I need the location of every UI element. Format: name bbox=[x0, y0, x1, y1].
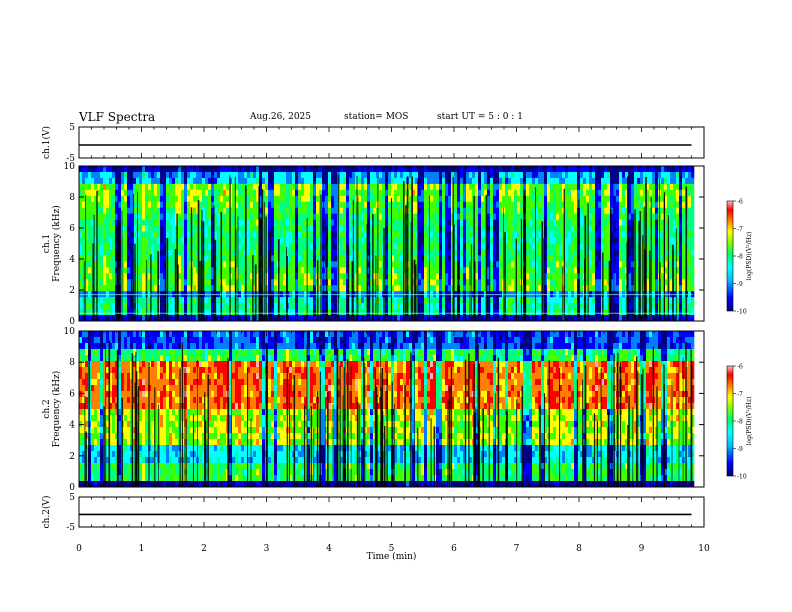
spectrogram-image-1 bbox=[79, 166, 695, 322]
colorbar-tick: -6 bbox=[737, 199, 743, 206]
xtick-label: 5 bbox=[389, 544, 395, 554]
ytick-label: 0 bbox=[69, 483, 75, 493]
ytick-label: 4 bbox=[69, 255, 75, 265]
ytick-label: 8 bbox=[69, 358, 75, 368]
spectrogram-image-2 bbox=[79, 331, 695, 488]
ylabel-ch2-spectrogram: ch.2 bbox=[42, 399, 52, 418]
colorbar-ch2-spectrogram bbox=[726, 365, 734, 477]
start-time-label: start UT = 5 : 0 : 1 bbox=[437, 112, 523, 122]
ylabel-ch2-waveform: ch.2(V) bbox=[41, 496, 52, 529]
colorbar-tick: -8 bbox=[737, 254, 743, 261]
xtick-label: 7 bbox=[514, 544, 520, 554]
colorbar-label: log(PSD)(V²/Hz) bbox=[746, 232, 753, 281]
chart-title: VLF Spectra bbox=[79, 110, 156, 124]
ytick-label: 10 bbox=[64, 327, 76, 337]
colorbar-tick: -7 bbox=[737, 391, 743, 398]
xtick-label: 3 bbox=[264, 544, 270, 554]
station-label: station= MOS bbox=[344, 112, 409, 122]
ytick-label: -5 bbox=[66, 154, 75, 164]
ylabel-ch1-waveform: ch.1(V) bbox=[41, 126, 52, 159]
xtick-label: 9 bbox=[639, 544, 645, 554]
ytick-label: -5 bbox=[66, 523, 75, 533]
colorbar-tick: -9 bbox=[737, 446, 743, 453]
colorbar-tick: -9 bbox=[737, 281, 743, 288]
colorbar-ch1-spectrogram bbox=[726, 200, 734, 312]
ytick-label: 4 bbox=[69, 421, 75, 431]
ylabel-ch1-spectrogram: ch.1 bbox=[42, 234, 52, 253]
xtick-label: 1 bbox=[139, 544, 145, 554]
ylabel-ch2-spectrogram: Frequency (kHz) bbox=[51, 371, 62, 448]
ytick-label: 2 bbox=[69, 286, 75, 296]
xaxis-label: Time (min) bbox=[367, 551, 417, 562]
colorbar-tick: -6 bbox=[737, 364, 743, 371]
colorbar-tick: -10 bbox=[737, 474, 747, 481]
date-label: Aug.26, 2025 bbox=[250, 112, 311, 122]
ytick-label: 8 bbox=[69, 193, 75, 203]
ytick-label: 0 bbox=[69, 317, 75, 327]
colorbar-tick: -8 bbox=[737, 419, 743, 426]
xtick-label: 4 bbox=[326, 544, 332, 554]
ytick-label: 10 bbox=[64, 162, 76, 172]
colorbar-tick: -7 bbox=[737, 226, 743, 233]
ytick-label: 2 bbox=[69, 452, 75, 462]
xtick-label: 10 bbox=[698, 544, 710, 554]
xtick-label: 6 bbox=[451, 544, 457, 554]
ytick-label: 6 bbox=[69, 389, 75, 399]
colorbar-label: log(PSD)(V²/Hz) bbox=[746, 397, 753, 446]
xtick-label: 0 bbox=[76, 544, 82, 554]
colorbar-tick: -10 bbox=[737, 309, 747, 316]
ytick-label: 5 bbox=[69, 493, 75, 503]
ylabel-ch1-spectrogram: Frequency (kHz) bbox=[51, 205, 62, 282]
ytick-label: 5 bbox=[69, 123, 75, 133]
xtick-label: 2 bbox=[201, 544, 207, 554]
xtick-label: 8 bbox=[576, 544, 582, 554]
ytick-label: 6 bbox=[69, 224, 75, 234]
